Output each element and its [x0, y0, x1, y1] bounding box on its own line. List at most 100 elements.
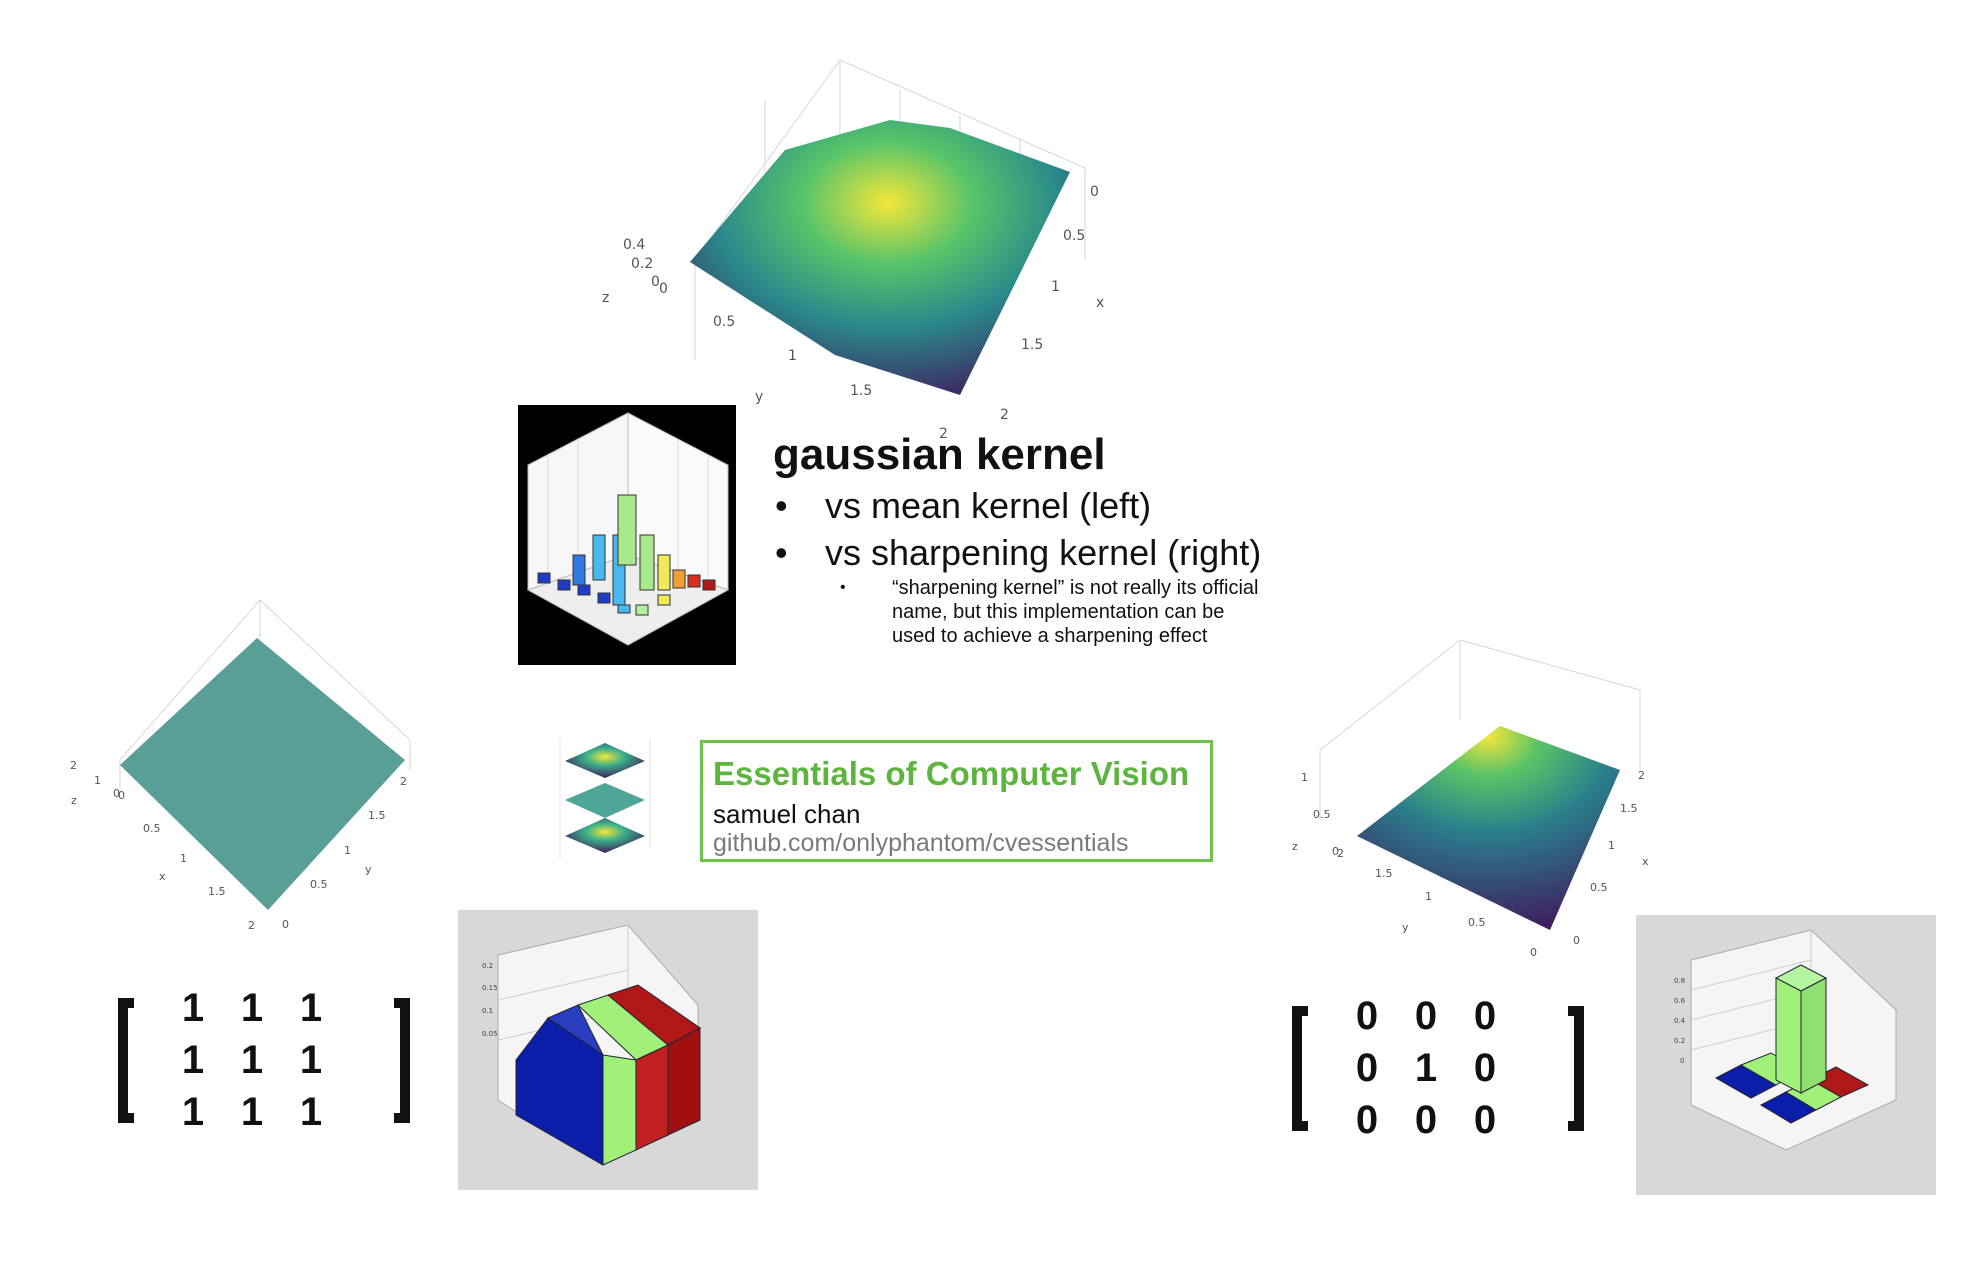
svg-text:0.4: 0.4: [1674, 1017, 1686, 1025]
top-y-tick-4: 2: [939, 426, 948, 440]
svg-text:0.1: 0.1: [482, 1007, 493, 1015]
left-x-tick-3: 1.5: [208, 885, 226, 898]
credit-card: Essentials of Computer Vision samuel cha…: [700, 740, 1213, 862]
right-x-tick-1: 0.5: [1590, 881, 1608, 894]
right-y-label: y: [1402, 921, 1409, 934]
mean-cell-0-2: 1: [299, 986, 323, 1030]
sharpen-kernel-bar-chart: 0.8 0.6 0.4 0.2 0: [1636, 915, 1936, 1195]
mean-cell-0-0: 1: [181, 986, 205, 1030]
top-plot-axis-labels: 0.4 0.2 0 z 0 0.5 1 1.5 2 x 0 0.5 1 1.5 …: [602, 184, 1104, 440]
top-x-tick-3: 1.5: [1021, 337, 1043, 353]
left-bracket: [118, 998, 134, 1123]
right-z-tick-1: 0.5: [1313, 808, 1331, 821]
top-z-tick-0: 0.4: [623, 237, 645, 253]
top-y-tick-3: 1.5: [850, 383, 872, 399]
svg-text:0.8: 0.8: [1674, 977, 1685, 985]
gaussian-bar-chart-thumbnail: [518, 405, 736, 665]
layered-surfaces-thumbnail: [559, 738, 651, 858]
svg-text:0.2: 0.2: [1674, 1037, 1685, 1045]
top-y-tick-2: 1: [788, 348, 797, 364]
sharpen-cell-0-0: 0: [1355, 994, 1379, 1038]
credit-title: Essentials of Computer Vision: [713, 755, 1190, 792]
top-x-tick-1: 0.5: [1063, 228, 1085, 244]
mean-cell-1-0: 1: [181, 1038, 205, 1082]
sharpen-cell-1-0: 0: [1355, 1046, 1379, 1090]
mean-cell-1-1: 1: [240, 1038, 264, 1082]
left-y-tick-2: 1: [344, 844, 351, 857]
svg-text:0.15: 0.15: [482, 984, 498, 992]
credit-url[interactable]: github.com/onlyphantom/cvessentials: [713, 829, 1129, 857]
mean-cell-2-2: 1: [299, 1090, 323, 1134]
right-y-tick-3: 1.5: [1375, 867, 1393, 880]
top-y-tick-1: 0.5: [713, 314, 735, 330]
top-z-tick-2: 0: [651, 274, 660, 290]
left-y-tick-4: 2: [400, 775, 407, 788]
right-x-label: x: [1642, 855, 1649, 868]
bullet-mean-kernel-text: vs mean kernel (left): [825, 485, 1152, 526]
left-plot-axis-labels: 2 1 0 z 0 0.5 1 1.5 2 x 0 0.5 1 1.5 2 y: [70, 759, 407, 932]
right-plot-axis-labels: 1 0.5 0 z 0 0.5 1 1.5 2 x 0 0.5 1 1.5 2 …: [1292, 769, 1649, 959]
mean-cell-1-2: 1: [299, 1038, 323, 1082]
bullet-symbol: •: [775, 485, 788, 526]
left-z-tick-0: 2: [70, 759, 77, 772]
top-z-label: z: [602, 290, 609, 306]
sharpen-cell-1-1: 1: [1414, 1046, 1438, 1090]
left-y-tick-1: 0.5: [310, 878, 328, 891]
left-y-label: y: [365, 863, 372, 876]
sharpen-cell-1-2: 0: [1473, 1046, 1497, 1090]
right-x-tick-2: 1: [1608, 839, 1615, 852]
sub-bullet-line-1: “sharpening kernel” is not really its of…: [892, 577, 1259, 599]
right-y-tick-2: 1: [1425, 890, 1432, 903]
right-y-tick-0: 0: [1530, 946, 1537, 959]
sharpen-kernel-matrix: 0 0 0 0 1 0 0 0 0: [1292, 994, 1584, 1142]
right-z-tick-2: 0: [1332, 845, 1339, 858]
right-x-tick-4: 2: [1638, 769, 1645, 782]
right-z-tick-0: 1: [1301, 771, 1308, 784]
sharpen-cell-2-2: 0: [1473, 1098, 1497, 1142]
right-x-tick-3: 1.5: [1620, 802, 1638, 815]
right-z-label: z: [1292, 840, 1298, 853]
right-x-tick-0: 0: [1573, 934, 1580, 947]
right-bracket: [394, 998, 410, 1123]
svg-text:0.2: 0.2: [482, 962, 493, 970]
svg-text:0.6: 0.6: [1674, 997, 1686, 1005]
left-x-tick-1: 0.5: [143, 822, 161, 835]
credit-author: samuel chan: [713, 799, 861, 829]
left-x-tick-0: 0: [118, 789, 125, 802]
sharpen-kernel-surface-plot: 1 0.5 0 z 0 0.5 1 1.5 2 x 0 0.5 1 1.5 2 …: [1292, 639, 1649, 959]
sharpen-cell-0-1: 0: [1414, 994, 1438, 1038]
right-bracket: [1568, 1006, 1584, 1131]
left-bracket: [1292, 1006, 1308, 1131]
right-y-tick-4: 2: [1337, 847, 1344, 860]
sub-bullet-line-2: name, but this implementation can be: [892, 601, 1225, 623]
top-x-label: x: [1096, 295, 1104, 311]
bullet-sharpening-kernel-text: vs sharpening kernel (right): [825, 532, 1262, 573]
svg-text:0: 0: [1680, 1057, 1684, 1065]
top-x-tick-0: 0: [1090, 184, 1099, 200]
sharpen-cell-2-1: 0: [1414, 1098, 1438, 1142]
left-x-label: x: [159, 870, 166, 883]
mean-cell-0-1: 1: [240, 986, 264, 1030]
sharpen-cell-2-0: 0: [1355, 1098, 1379, 1142]
right-y-tick-1: 0.5: [1468, 916, 1486, 929]
left-z-label: z: [71, 794, 77, 807]
svg-text:0.05: 0.05: [482, 1030, 498, 1038]
mean-kernel-bar-chart: 0.2 0.15 0.1 0.05: [458, 910, 758, 1190]
gaussian-surface-plot: 0.4 0.2 0 z 0 0.5 1 1.5 2 x 0 0.5 1 1.5 …: [602, 59, 1104, 440]
top-x-tick-4: 2: [1000, 407, 1009, 423]
sharpen-cell-0-2: 0: [1473, 994, 1497, 1038]
bullet-symbol: •: [775, 532, 788, 573]
left-z-tick-2: 0: [113, 787, 120, 800]
left-z-tick-1: 1: [94, 774, 101, 787]
sub-bullet-line-3: used to achieve a sharpening effect: [892, 625, 1208, 647]
left-x-tick-2: 1: [180, 852, 187, 865]
left-x-tick-4: 2: [248, 919, 255, 932]
mean-kernel-matrix: 1 1 1 1 1 1 1 1 1: [118, 986, 410, 1134]
top-y-tick-0: 0: [659, 281, 668, 297]
mean-cell-2-0: 1: [181, 1090, 205, 1134]
mean-cell-2-1: 1: [240, 1090, 264, 1134]
left-y-tick-0: 0: [282, 918, 289, 931]
left-y-tick-3: 1.5: [368, 809, 386, 822]
top-x-tick-2: 1: [1051, 279, 1060, 295]
sub-bullet-symbol: •: [840, 579, 846, 596]
